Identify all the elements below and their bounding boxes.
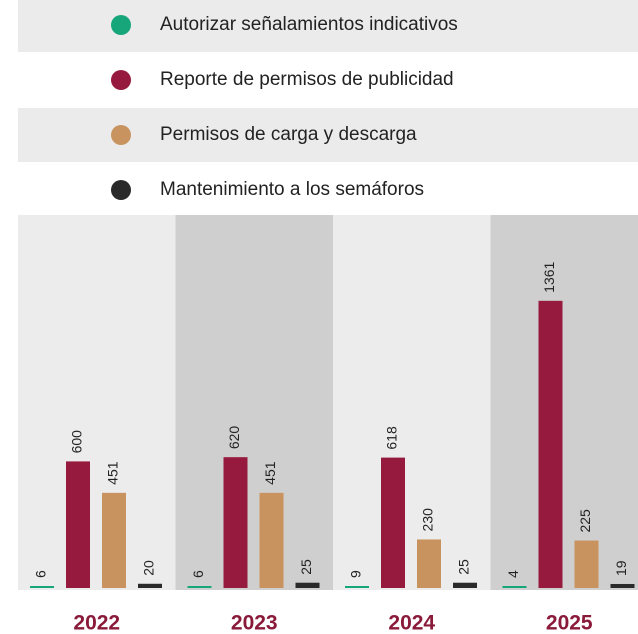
group-band <box>18 215 176 590</box>
legend-label: Mantenimiento a los semáforos <box>160 179 424 200</box>
value-label: 1361 <box>541 261 557 292</box>
value-label: 620 <box>226 426 242 450</box>
x-tick-label: 2023 <box>231 612 278 634</box>
legend-label: Autorizar señalamientos indicativos <box>160 14 458 35</box>
value-label: 4 <box>505 570 521 578</box>
x-tick-label: 2025 <box>546 612 593 634</box>
bar <box>574 540 599 588</box>
bar <box>381 457 405 588</box>
value-label: 451 <box>105 461 121 485</box>
bar <box>102 492 126 588</box>
x-tick-label: 2024 <box>388 612 435 634</box>
x-tick-label: 2022 <box>73 612 120 634</box>
value-label: 20 <box>141 560 157 576</box>
legend-label: Permisos de carga y descarga <box>160 124 417 145</box>
value-label: 6 <box>33 570 49 578</box>
value-label: 6 <box>190 570 206 578</box>
value-label: 451 <box>262 461 278 485</box>
legend-marker <box>111 15 131 35</box>
value-label: 618 <box>384 426 400 450</box>
bar <box>223 457 248 588</box>
value-label: 600 <box>69 430 85 454</box>
group-band <box>333 215 491 590</box>
value-label: 19 <box>613 560 629 576</box>
bar <box>502 586 527 588</box>
legend-marker <box>111 70 131 90</box>
bar <box>610 583 635 588</box>
legend-label: Reporte de permisos de publicidad <box>160 69 454 90</box>
bar <box>187 586 212 588</box>
legend-marker <box>111 180 131 200</box>
value-label: 9 <box>348 570 364 578</box>
value-label: 25 <box>456 559 472 575</box>
bar <box>30 586 54 588</box>
bar <box>66 461 90 588</box>
bar <box>453 582 477 588</box>
value-label: 225 <box>577 509 593 533</box>
bar <box>259 492 284 588</box>
bar <box>345 586 369 588</box>
value-label: 25 <box>298 559 314 575</box>
bar <box>138 583 162 588</box>
group-band <box>490 215 638 590</box>
bar <box>295 582 320 588</box>
bar <box>538 300 563 588</box>
legend-marker <box>111 125 131 145</box>
value-label: 230 <box>420 508 436 532</box>
bar <box>417 539 441 588</box>
group-band <box>175 215 333 590</box>
